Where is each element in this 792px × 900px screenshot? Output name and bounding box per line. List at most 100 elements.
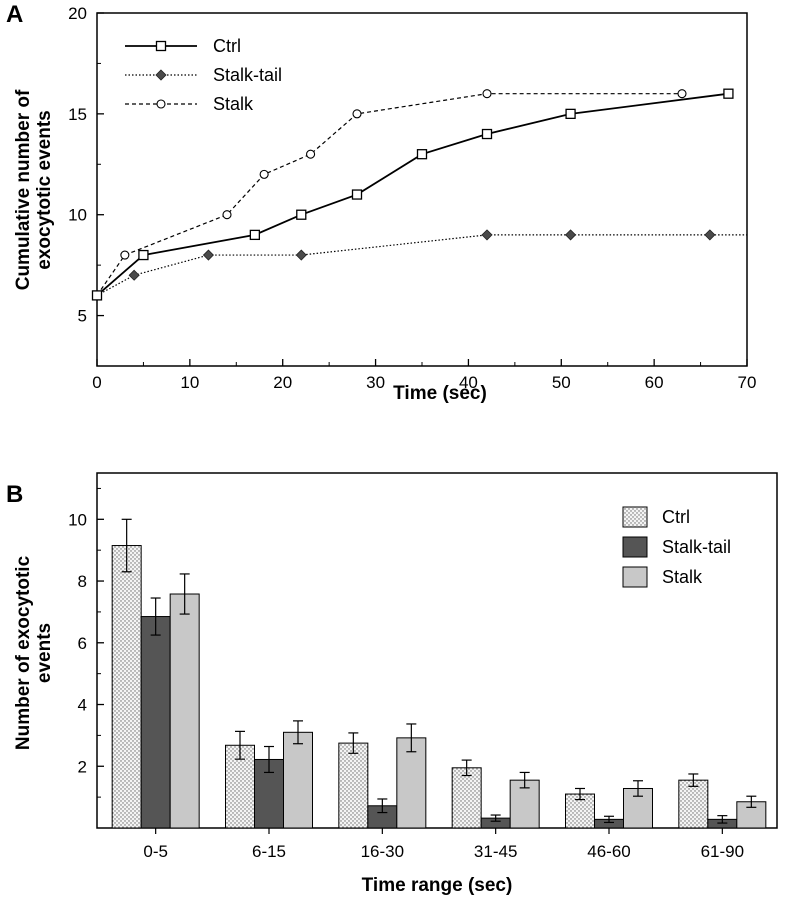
y-axis-title-a-line2: exocytotic events (34, 110, 55, 269)
data-point-ctrl-8 (723, 88, 734, 99)
error-bar-stalk-0-5 (179, 573, 190, 615)
y-tick-label-a-2: 15 (68, 105, 87, 124)
data-point-stalk-tail-1 (128, 269, 140, 281)
data-point-stalk-5 (352, 109, 362, 119)
y-axis-title-b-line1: Number of exocytotic (13, 555, 34, 750)
error-bar-stalk-tail-6-15 (264, 745, 274, 774)
x-tick-label-b-61-90: 61-90 (701, 842, 744, 861)
data-point-stalk-4 (306, 149, 316, 159)
error-bar-ctrl-61-90 (688, 773, 699, 787)
legend-a: Ctrl Stalk-tail Stalk (125, 36, 282, 114)
bar-stalk-tail-0-5 (140, 616, 171, 829)
x-axis-b: 0-5 6-15 16-30 31-45 46-60 61-90 (143, 828, 744, 861)
x-tick-label-a-2: 20 (273, 373, 292, 392)
legend-label-stalk: Stalk (213, 94, 254, 114)
data-point-ctrl-3 (296, 209, 307, 220)
series-stalk-tail (96, 229, 747, 296)
series-stalk (96, 89, 687, 296)
series-line-stalk (96, 93, 682, 296)
data-point-stalk-6 (482, 89, 492, 99)
data-point-stalk-tail-2 (202, 249, 214, 261)
x-tick-label-a-6: 60 (645, 373, 664, 392)
legend-label-stalk: Stalk (662, 567, 703, 587)
legend-swatch-stalk (622, 566, 648, 588)
legend-label-ctrl: Ctrl (662, 507, 690, 527)
y-axis-a: 5 10 15 20 (68, 4, 104, 367)
y-tick-label-a-3: 20 (68, 4, 87, 23)
x-axis-title-b: Time range (sec) (362, 875, 513, 896)
chart-panel-a: A 0 10 20 30 40 50 60 70 5 10 15 20 Time (sec) Cum… (6, 1, 756, 404)
legend-label-stalk-tail: Stalk-tail (213, 65, 282, 85)
data-point-ctrl-5 (416, 149, 428, 160)
error-bar-stalk-6-15 (293, 720, 303, 745)
series-layer-a (91, 88, 747, 301)
data-point-stalk-7 (677, 89, 687, 99)
data-point-stalk-tail-3 (295, 249, 307, 261)
x-tick-label-a-1: 10 (180, 373, 199, 392)
bar-ctrl-0-5 (111, 545, 142, 829)
error-bar-stalk-61-90 (746, 795, 757, 808)
series-ctrl (96, 88, 734, 297)
x-tick-label-a-0: 0 (92, 373, 101, 392)
x-axis-title-a: Time (sec) (393, 383, 487, 404)
data-point-stalk-tail-6 (704, 229, 716, 241)
series-line-ctrl (96, 92, 729, 297)
data-point-stalk-3 (259, 169, 269, 179)
x-tick-label-b-16-30: 16-30 (361, 842, 404, 861)
data-point-ctrl-1 (138, 249, 149, 261)
legend-swatch-ctrl (622, 506, 648, 528)
y-tick-label-b-0: 2 (78, 757, 87, 776)
data-point-ctrl-4 (351, 189, 363, 200)
x-axis-a: 0 10 20 30 40 50 60 70 (92, 359, 756, 392)
error-bar-stalk-16-30 (406, 723, 417, 753)
error-bar-stalk-tail-0-5 (150, 597, 161, 636)
y-axis-title-b-line2: events (34, 623, 55, 683)
bar-stalk-6-15 (283, 731, 313, 829)
y-tick-label-b-1: 4 (78, 696, 87, 715)
data-point-ctrl-2 (249, 229, 261, 241)
y-tick-label-b-3: 8 (78, 572, 87, 591)
bar-ctrl-61-90 (678, 779, 709, 829)
x-tick-label-b-31-45: 31-45 (474, 842, 517, 861)
error-bar-stalk-tail-16-30 (377, 798, 388, 814)
data-point-stalk-2 (222, 210, 232, 220)
bar-ctrl-31-45 (451, 767, 482, 829)
panel-letter-a: A (6, 1, 23, 28)
data-point-ctrl-7 (565, 108, 576, 120)
legend-marker-stalk-tail (155, 69, 167, 81)
error-bar-ctrl-31-45 (461, 759, 472, 777)
bar-ctrl-16-30 (338, 742, 369, 829)
x-tick-label-b-6-15: 6-15 (252, 842, 286, 861)
y-tick-label-a-0: 5 (78, 307, 87, 326)
legend-b: Ctrl Stalk-tail Stalk (622, 506, 731, 588)
error-bar-stalk-31-45 (519, 771, 530, 789)
x-tick-label-a-7: 70 (738, 373, 757, 392)
error-bar-ctrl-46-60 (575, 787, 585, 801)
error-bar-stalk-tail-46-60 (604, 815, 614, 824)
plot-frame-b (96, 472, 778, 829)
y-axis-b: 2 4 6 8 10 (68, 487, 104, 798)
data-point-stalk-1 (120, 250, 130, 260)
legend-label-stalk-tail: Stalk-tail (662, 537, 731, 557)
x-tick-label-a-5: 50 (552, 373, 571, 392)
bar-stalk-0-5 (169, 593, 200, 829)
chart-panel-b: B 2 4 6 8 10 0-5 6-15 16-30 31-45 46-60 61-90 Tim… (6, 472, 778, 896)
series-line-stalk-tail (96, 234, 747, 296)
bar-layer-b (111, 518, 767, 829)
error-bar-stalk-46-60 (633, 780, 643, 797)
x-tick-label-a-3: 30 (366, 373, 385, 392)
error-bar-ctrl-16-30 (348, 732, 359, 754)
plot-frame-a (96, 12, 748, 367)
legend-label-ctrl: Ctrl (213, 36, 241, 56)
legend-marker-ctrl (155, 40, 167, 52)
data-point-start (91, 290, 103, 301)
y-axis-title-a-line1: Cumulative number of (13, 89, 34, 290)
y-tick-label-b-2: 6 (78, 634, 87, 653)
error-bar-stalk-tail-31-45 (490, 814, 501, 822)
bar-stalk-16-30 (396, 737, 427, 829)
y-tick-label-a-1: 10 (68, 206, 87, 225)
legend-marker-stalk (156, 99, 166, 109)
legend-swatch-stalk-tail (622, 536, 648, 558)
data-point-stalk-tail-4 (481, 229, 493, 241)
